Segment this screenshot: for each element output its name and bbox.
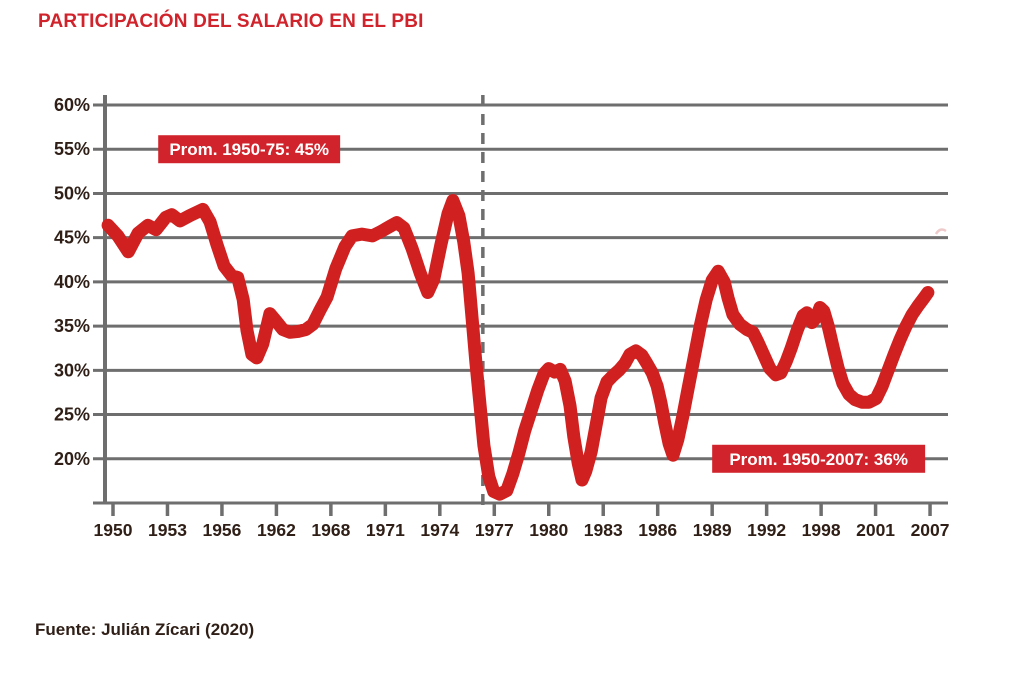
- annotation-box-1: [712, 444, 926, 473]
- y-axis-label-60: 60%: [54, 95, 90, 115]
- x-axis-label-1971: 1971: [366, 520, 405, 540]
- x-axis-label-1992: 1992: [747, 520, 786, 540]
- x-axis-label-1989: 1989: [693, 520, 732, 540]
- y-axis-label-35: 35%: [54, 316, 90, 336]
- x-axis-label-1950: 1950: [94, 520, 133, 540]
- annotation-label-1: Prom. 1950-2007: 36%: [729, 450, 908, 469]
- y-axis-label-50: 50%: [54, 183, 90, 203]
- x-axis-label-1953: 1953: [148, 520, 187, 540]
- x-axis-label-1983: 1983: [584, 520, 623, 540]
- source-note: Fuente: Julián Zícari (2020): [35, 620, 255, 639]
- y-axis-label-25: 25%: [54, 405, 90, 425]
- y-axis-label-20: 20%: [54, 449, 90, 469]
- annotation-box-0: [158, 135, 341, 164]
- x-axis-label-1962: 1962: [257, 520, 296, 540]
- series-participacion-salario-en-pbi: [101, 194, 935, 501]
- x-axis-label-1977: 1977: [475, 520, 514, 540]
- y-axis-label-55: 55%: [54, 139, 90, 159]
- annotation-label-0: Prom. 1950-75: 45%: [169, 140, 329, 159]
- stray-mark: [934, 228, 947, 235]
- x-axis-label-2001: 2001: [856, 520, 895, 540]
- page-title: PARTICIPACIÓN DEL SALARIO EN EL PBI: [38, 11, 424, 32]
- x-axis-label-1956: 1956: [202, 520, 241, 540]
- y-axis-label-40: 40%: [54, 272, 90, 292]
- x-axis-label-1968: 1968: [311, 520, 350, 540]
- y-axis-label-30: 30%: [54, 360, 90, 380]
- x-axis-label-1980: 1980: [529, 520, 568, 540]
- x-axis-label-1986: 1986: [638, 520, 677, 540]
- y-axis-label-45: 45%: [54, 228, 90, 248]
- x-axis-label-2007: 2007: [911, 520, 950, 540]
- x-axis-label-1998: 1998: [802, 520, 841, 540]
- x-axis-label-1974: 1974: [420, 520, 459, 540]
